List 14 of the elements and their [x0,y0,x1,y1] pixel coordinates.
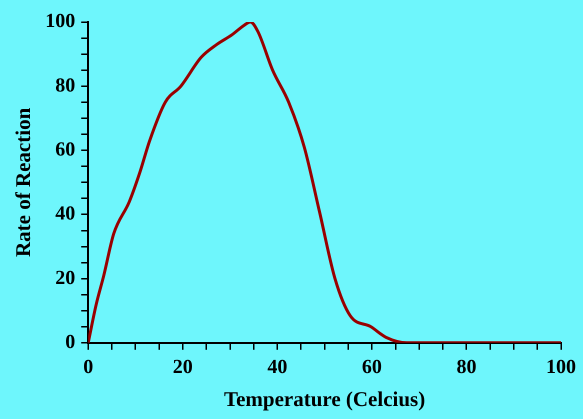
x-tick-label: 100 [546,356,576,378]
y-tick-label: 20 [55,266,76,289]
x-tick-label: 0 [83,356,94,378]
x-tick-label: 80 [456,356,476,378]
x-axis-title: Temperature (Celcius) [224,386,426,411]
x-tick-label: 60 [362,356,382,378]
y-axis-title: Rate of Reaction [11,107,36,258]
y-tick-label: 80 [55,74,76,96]
y-tick-label: 100 [45,10,76,32]
x-tick-label: 20 [172,356,193,378]
y-tick-label: 60 [55,138,76,160]
y-tick-label: 0 [65,330,76,353]
y-tick-label: 40 [55,202,76,225]
x-tick-label: 40 [267,356,288,378]
